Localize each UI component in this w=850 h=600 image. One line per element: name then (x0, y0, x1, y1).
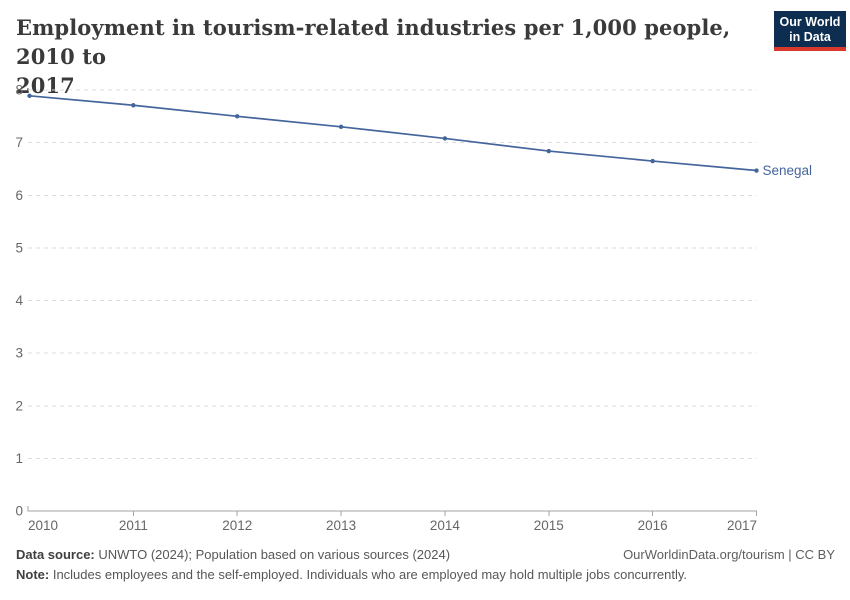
x-axis-tick-label: 2015 (534, 518, 564, 533)
x-axis-tick-label: 2014 (430, 518, 461, 533)
x-axis-tick-label: 2010 (28, 518, 58, 533)
y-axis-tick-label: 0 (15, 504, 23, 519)
x-axis-tick-label: 2012 (222, 518, 252, 533)
y-axis-tick-label: 1 (15, 451, 23, 466)
chart-footer: Data source: UNWTO (2024); Population ba… (16, 545, 835, 585)
data-point[interactable] (754, 168, 759, 173)
data-point[interactable] (338, 124, 344, 130)
data-source-label: Data source: (16, 547, 95, 562)
x-axis-tick-label: 2011 (119, 518, 148, 533)
x-axis-tick-label: 2017 (727, 518, 757, 533)
data-point[interactable] (27, 93, 32, 98)
data-point[interactable] (131, 103, 136, 108)
owid-logo[interactable]: Our World in Data (774, 11, 846, 51)
data-source: Data source: UNWTO (2024); Population ba… (16, 545, 450, 565)
x-axis-line (27, 506, 757, 512)
chart-note-text: Includes employees and the self-employed… (49, 567, 688, 582)
x-axis-tick-label: 2013 (326, 518, 356, 533)
y-axis-tick-label: 3 (15, 346, 23, 361)
chart-title-line1: Employment in tourism-related industries… (16, 15, 731, 69)
y-axis-tick-label: 7 (15, 135, 23, 150)
data-point[interactable] (650, 158, 655, 164)
data-point[interactable] (442, 136, 448, 141)
x-axis-tick-label: 2016 (638, 518, 668, 533)
owid-logo-line1: Our World (779, 15, 841, 29)
y-axis-tick-label: 4 (15, 293, 23, 308)
series-line-senegal[interactable] (28, 94, 758, 172)
data-point[interactable] (546, 148, 551, 154)
data-point[interactable] (235, 114, 240, 119)
y-axis-tick-label: 2 (15, 398, 23, 413)
owid-license-link[interactable]: OurWorldinData.org/tourism | CC BY (623, 547, 835, 562)
y-axis-tick-label: 5 (15, 240, 23, 255)
chart-note: Note: Includes employees and the self-em… (16, 565, 835, 585)
chart-canvas: 0 1 2 3 4 5 6 7 8 2010 2011 2012 2013 2014 2015 2016 201… (15, 83, 813, 534)
series-entity-label[interactable]: Senegal (763, 163, 813, 178)
data-source-text: UNWTO (2024); Population based on variou… (94, 547, 451, 562)
y-axis-tick-label: 6 (15, 188, 23, 203)
chart-title-line2: 2017 (16, 73, 75, 98)
chart-title: Employment in tourism-related industries… (16, 13, 764, 100)
chart-note-label: Note: (16, 567, 50, 582)
owid-logo-line2: in Data (789, 30, 831, 44)
y-axis-tick-label: 8 (15, 83, 23, 98)
